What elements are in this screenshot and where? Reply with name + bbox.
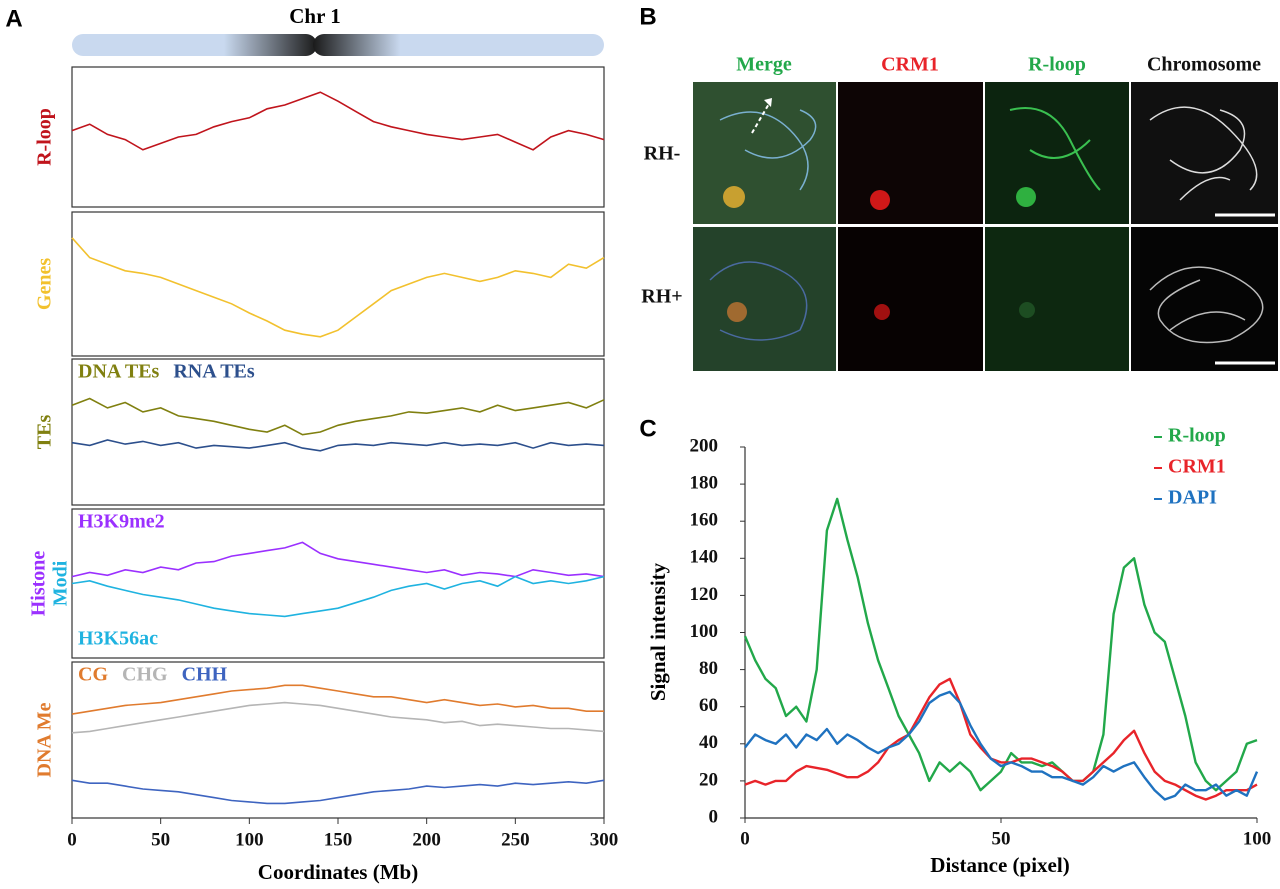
track-line	[71, 575, 605, 618]
track-frame	[71, 358, 605, 506]
series-label: CHG	[122, 664, 168, 686]
y-tick-label: 20	[699, 769, 718, 790]
track-label: DNA Me	[34, 702, 56, 777]
y-tick-label: 60	[699, 695, 718, 716]
series-line	[743, 497, 1258, 792]
column-label: CRM1	[881, 54, 939, 76]
y-tick-label: 80	[699, 658, 718, 679]
y-axis-title: Signal intensity	[646, 562, 670, 701]
panel-label: A	[5, 5, 22, 32]
x-tick-label: 100	[1243, 828, 1272, 849]
legend-label: R-loop	[1168, 425, 1226, 447]
y-tick-label: 120	[690, 584, 719, 605]
panel-label: B	[639, 3, 656, 30]
panel-label: C	[639, 415, 656, 442]
track-label: Histone	[28, 551, 50, 617]
track-line	[71, 439, 605, 452]
series-label: CG	[78, 664, 108, 686]
x-axis-title: Distance (pixel)	[930, 853, 1069, 877]
legend-label: CRM1	[1168, 456, 1226, 478]
y-tick-label: 160	[690, 510, 719, 531]
track-line	[71, 541, 605, 578]
track-line	[71, 701, 605, 734]
x-tick-label: 300	[590, 829, 619, 850]
x-axis-title: Coordinates (Mb)	[258, 860, 418, 884]
series-line	[744, 677, 1258, 801]
column-label: Chromosome	[1147, 54, 1261, 76]
column-label: R-loop	[1028, 54, 1086, 76]
chromosome-arm	[313, 34, 604, 56]
track-line	[71, 397, 605, 436]
y-tick-label: 0	[709, 806, 719, 827]
series-label: H3K56ac	[78, 628, 158, 650]
track-line	[71, 91, 605, 151]
x-tick-label: 100	[235, 829, 264, 850]
track-label: Genes	[34, 258, 56, 310]
series-label: H3K9me2	[78, 511, 165, 533]
track-label: TEs	[34, 415, 56, 450]
track-line	[71, 684, 604, 715]
x-tick-label: 0	[67, 829, 77, 850]
series-label: CHH	[182, 664, 228, 686]
series-line	[744, 690, 1259, 801]
y-tick-label: 180	[690, 472, 719, 493]
x-tick-label: 50	[151, 829, 170, 850]
track-label: R-loop	[34, 108, 56, 166]
legend-label: DAPI	[1168, 487, 1217, 509]
image-grid	[693, 82, 1278, 371]
column-label: Merge	[736, 54, 792, 76]
x-tick-label: 200	[412, 829, 441, 850]
y-tick-label: 140	[690, 547, 719, 568]
y-tick-label: 200	[690, 435, 719, 456]
series-label: RNA TEs	[173, 361, 255, 383]
track-line	[71, 237, 605, 338]
x-tick-label: 250	[501, 829, 530, 850]
track-frame	[71, 66, 605, 208]
series-label: DNA TEs	[78, 361, 160, 383]
x-tick-label: 50	[992, 828, 1011, 849]
track-label: Modi	[50, 560, 72, 606]
chart-title: Chr 1	[289, 4, 341, 28]
track-line	[71, 779, 605, 805]
chromosome-arm	[72, 34, 317, 56]
x-tick-label: 0	[740, 828, 750, 849]
y-tick-label: 100	[690, 621, 719, 642]
row-label: RH+	[641, 286, 682, 308]
row-label: RH-	[644, 143, 681, 165]
x-tick-label: 150	[324, 829, 353, 850]
track-frame	[71, 211, 605, 357]
y-tick-label: 40	[699, 732, 718, 753]
